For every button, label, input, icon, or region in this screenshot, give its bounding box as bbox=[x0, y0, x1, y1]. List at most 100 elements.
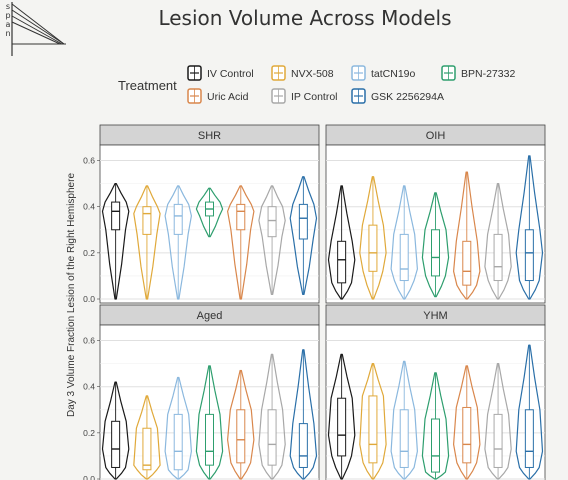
violin-box bbox=[298, 423, 308, 468]
facet-strip-label: Aged bbox=[197, 310, 223, 322]
violin-shape bbox=[133, 185, 161, 300]
y-tick-label: 0.0 bbox=[83, 294, 95, 304]
violin-box bbox=[173, 413, 183, 471]
violin-box bbox=[368, 395, 378, 464]
legend-label: NVX-508 bbox=[291, 68, 334, 80]
violin-box bbox=[493, 413, 503, 468]
violin-bpn-27332 bbox=[421, 192, 450, 298]
facet-panel-yhm: YHM bbox=[325, 304, 546, 480]
legend-label: BPN-27332 bbox=[461, 68, 515, 80]
violin-shape bbox=[453, 365, 481, 480]
legend-key: NVX-508 bbox=[271, 65, 334, 81]
violin-uric-acid bbox=[453, 365, 481, 480]
violin-box bbox=[431, 229, 440, 277]
violin-box bbox=[267, 409, 277, 466]
violin-gsk-2256294a bbox=[515, 344, 544, 480]
violin-shape bbox=[289, 349, 318, 480]
span-logo: s p a n bbox=[0, 0, 70, 60]
violin-uric-acid bbox=[453, 171, 481, 300]
y-tick-label: 0.0 bbox=[83, 474, 95, 480]
violin-bpn-27332 bbox=[195, 187, 224, 238]
violin-iv-control bbox=[327, 353, 356, 480]
legend-label: GSK 2256294A bbox=[371, 91, 444, 103]
violin-shape bbox=[484, 183, 512, 300]
violin-tatcn19o bbox=[390, 185, 418, 300]
violin-box bbox=[236, 203, 246, 231]
violin-box bbox=[524, 409, 534, 468]
violin-box bbox=[173, 203, 183, 235]
violin-box bbox=[462, 240, 472, 286]
violin-chart: Treatment IV Control NVX-508 tatCN19o BPN-27… bbox=[66, 65, 546, 480]
legend-label: tatCN19o bbox=[371, 68, 416, 80]
facet-panel-shr: SHR 0.0 0.2 0.4 0.6 bbox=[83, 124, 320, 304]
violin-box bbox=[462, 406, 472, 464]
violin-box bbox=[142, 427, 152, 471]
violin-box bbox=[399, 409, 409, 468]
violin-ip-control bbox=[484, 363, 512, 480]
legend-key: GSK 2256294A bbox=[351, 88, 444, 104]
y-tick-label: 0.4 bbox=[83, 382, 95, 392]
violin-box bbox=[298, 203, 308, 240]
violin-nvx-508 bbox=[359, 363, 387, 480]
violin-shape bbox=[289, 176, 318, 295]
facet-strip-label: SHR bbox=[198, 130, 221, 142]
violin-shape bbox=[227, 185, 255, 300]
violin-box bbox=[431, 418, 440, 473]
violin-ip-control bbox=[258, 353, 286, 480]
legend-key: Uric Acid bbox=[187, 88, 249, 104]
logo-letter: n bbox=[5, 29, 11, 38]
violin-gsk-2256294a bbox=[289, 349, 318, 480]
y-tick-label: 0.2 bbox=[83, 248, 95, 258]
y-axis-label: Day 3 Volume Fraction Lesion of the Righ… bbox=[66, 173, 77, 417]
facet-panel-aged: Aged 0.0 0.2 0.4 0.6 bbox=[83, 304, 320, 480]
violin-shape bbox=[421, 372, 450, 480]
y-tick-label: 0.2 bbox=[83, 428, 95, 438]
legend-key: IP Control bbox=[271, 88, 338, 104]
violin-gsk-2256294a bbox=[289, 176, 318, 295]
bridge-icon bbox=[11, 2, 66, 56]
legend-title: Treatment bbox=[118, 78, 177, 93]
legend-key: tatCN19o bbox=[351, 65, 416, 81]
violin-nvx-508 bbox=[133, 395, 161, 480]
violin-shape bbox=[359, 176, 387, 300]
violin-shape bbox=[421, 192, 450, 298]
violin-shape bbox=[133, 395, 161, 480]
violin-box bbox=[368, 224, 378, 272]
facet-panel-oih: OIH bbox=[325, 124, 546, 304]
logo-letter: s bbox=[5, 2, 11, 11]
legend-key: BPN-27332 bbox=[441, 65, 515, 81]
violin-box bbox=[399, 233, 409, 282]
violin-shape bbox=[258, 185, 286, 295]
violin-uric-acid bbox=[227, 185, 255, 300]
violin-box bbox=[142, 206, 152, 235]
violin-box bbox=[205, 413, 214, 466]
violin-box bbox=[493, 233, 503, 282]
violin-nvx-508 bbox=[133, 185, 161, 300]
violin-ip-control bbox=[258, 185, 286, 295]
y-tick-label: 0.6 bbox=[83, 156, 95, 166]
violin-gsk-2256294a bbox=[515, 155, 544, 300]
violin-box bbox=[524, 229, 534, 282]
violin-box bbox=[337, 397, 347, 457]
violin-shape bbox=[484, 363, 512, 480]
violin-tatcn19o bbox=[390, 360, 418, 480]
facet-strip-label: OIH bbox=[426, 130, 446, 142]
violin-bpn-27332 bbox=[421, 372, 450, 480]
violin-iv-control bbox=[327, 185, 356, 300]
legend-key: IV Control bbox=[187, 65, 254, 81]
violin-uric-acid bbox=[227, 369, 255, 480]
legend: Treatment IV Control NVX-508 tatCN19o BPN-27… bbox=[118, 65, 515, 104]
legend-label: IP Control bbox=[291, 91, 338, 103]
violin-nvx-508 bbox=[359, 176, 387, 300]
violin-shape bbox=[101, 183, 130, 300]
violin-shape bbox=[227, 369, 255, 480]
logo-letter: a bbox=[5, 20, 11, 29]
violin-shape bbox=[164, 185, 192, 300]
violin-box bbox=[267, 206, 277, 238]
legend-label: IV Control bbox=[207, 68, 254, 80]
violin-tatcn19o bbox=[164, 376, 192, 480]
logo-letters: s p a n bbox=[3, 2, 13, 38]
violin-tatcn19o bbox=[164, 185, 192, 300]
violin-iv-control bbox=[101, 381, 130, 480]
